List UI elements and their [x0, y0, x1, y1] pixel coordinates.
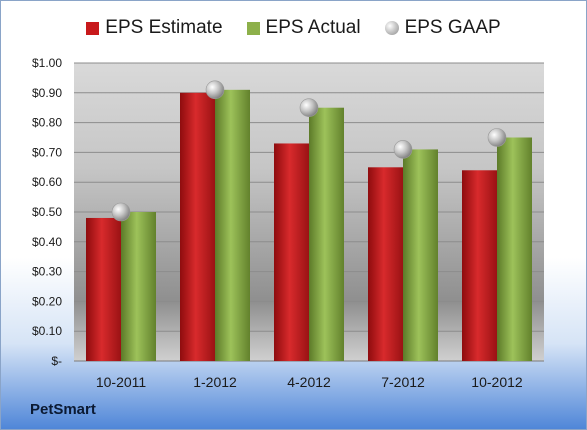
x-tick-label: 7-2012 [381, 374, 425, 390]
y-tick-label: $0.30 [32, 265, 62, 279]
y-tick-label: $0.60 [32, 175, 62, 189]
y-tick-label: $0.90 [32, 86, 62, 100]
marker-eps-gaap [487, 128, 507, 147]
bar-eps-estimate [180, 92, 215, 362]
y-tick-label: $- [51, 354, 62, 368]
bar-eps-estimate [462, 170, 497, 361]
y-tick-label: $1.00 [32, 56, 62, 70]
marker-eps-gaap [205, 80, 225, 100]
bar-eps-estimate [368, 167, 403, 361]
y-tick-label: $0.70 [32, 145, 62, 159]
legend-marker-gaap [384, 21, 399, 35]
legend-item-gaap: EPS GAAP [384, 17, 501, 39]
y-tick-label: $0.40 [32, 235, 62, 249]
legend-item-estimate: EPS Estimate [86, 17, 223, 39]
marker-eps-gaap [393, 140, 413, 159]
legend-label-gaap: EPS GAAP [404, 17, 501, 38]
bar-eps-estimate [86, 217, 121, 361]
bar-eps-actual [309, 107, 344, 361]
x-tick-label: 10-2011 [96, 374, 147, 390]
legend: EPS Estimate EPS Actual EPS GAAP [1, 17, 586, 39]
marker-eps-gaap [299, 98, 319, 117]
y-tick-label: $0.20 [32, 294, 62, 308]
y-tick-label: $0.50 [32, 205, 62, 219]
marker-eps-gaap [111, 202, 131, 222]
y-tick-label: $0.10 [32, 324, 62, 338]
bar-eps-actual [215, 89, 250, 361]
x-tick-label: 1-2012 [193, 374, 237, 390]
x-tick-label: 4-2012 [287, 374, 331, 390]
bar-eps-actual [403, 149, 438, 361]
bar-eps-actual [121, 212, 156, 361]
company-label: PetSmart [30, 401, 96, 418]
legend-swatch-actual [246, 21, 260, 35]
legend-label-actual: EPS Actual [265, 17, 361, 38]
legend-label-estimate: EPS Estimate [105, 17, 223, 38]
x-tick-label: 10-2012 [471, 374, 523, 390]
y-tick-label: $0.80 [32, 116, 62, 130]
legend-item-actual: EPS Actual [246, 17, 361, 39]
bar-eps-actual [497, 137, 532, 361]
bar-eps-estimate [274, 143, 309, 361]
legend-swatch-estimate [86, 21, 100, 35]
